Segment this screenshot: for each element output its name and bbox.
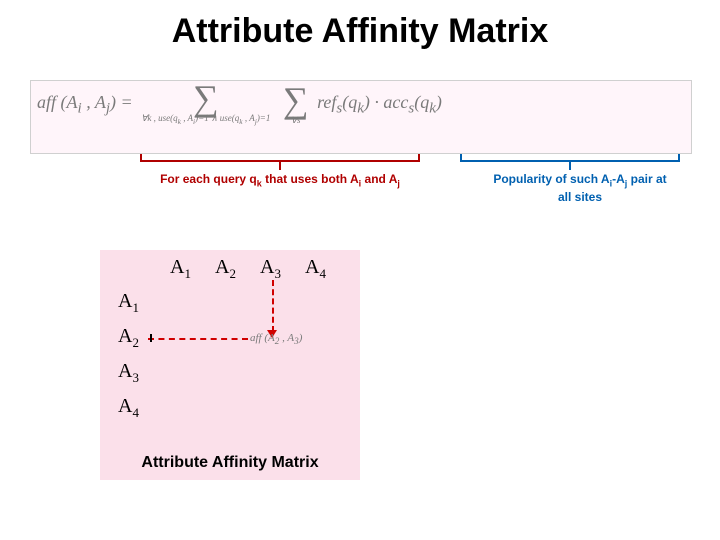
slide-title: Attribute Affinity Matrix <box>0 12 720 51</box>
left-annotation: For each query qk that uses both Ai and … <box>140 172 420 190</box>
inner-sum: ∑ ∀s <box>283 85 309 125</box>
col-head-2: A2 <box>215 256 236 282</box>
row-arrow <box>148 338 248 340</box>
col-arrow <box>272 280 274 332</box>
row-head-2: A2 <box>118 325 139 351</box>
right-brace <box>460 152 680 162</box>
left-brace <box>140 152 420 162</box>
row-head-1: A1 <box>118 290 139 316</box>
row-head-4: A4 <box>118 395 139 421</box>
slide: Attribute Affinity Matrix aff (Ai , Aj) … <box>0 0 720 540</box>
right-annot-line1: Popularity of such Ai-Aj pair at <box>493 172 666 186</box>
formula-rhs: refs(qk) · accs(qk) <box>317 92 442 112</box>
outer-sum: ∑ ∀k , use(qk , Ai)=1 ∧ use(qk , Aj)=1 <box>141 83 270 127</box>
right-annotation: Popularity of such Ai-Aj pair at all sit… <box>470 172 690 204</box>
affinity-formula: aff (Ai , Aj) = ∑ ∀k , use(qk , Ai)=1 ∧ … <box>37 83 685 127</box>
formula-box: aff (Ai , Aj) = ∑ ∀k , use(qk , Ai)=1 ∧ … <box>30 80 692 154</box>
outer-sum-sub: ∀k , use(qk , Ai)=1 ∧ use(qk , Aj)=1 <box>141 113 270 127</box>
col-head-3: A3 <box>260 256 281 282</box>
col-head-4: A4 <box>305 256 326 282</box>
formula-lhs: aff (Ai , Aj) = <box>37 92 137 112</box>
cell-formula: aff (A2 , A3) <box>250 332 302 346</box>
row-head-3: A3 <box>118 360 139 386</box>
matrix-caption: Attribute Affinity Matrix <box>100 454 360 472</box>
matrix-panel: A1 A2 A3 A4 A1 A2 A3 A4 aff (A2 , A3) At… <box>100 250 360 480</box>
col-head-1: A1 <box>170 256 191 282</box>
right-annot-line2: all sites <box>558 190 602 204</box>
row-tick <box>144 334 152 342</box>
left-annot-text: For each query qk that uses both Ai and … <box>160 172 400 186</box>
